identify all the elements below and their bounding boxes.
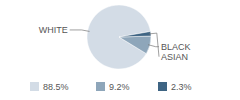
chart: WHITE BLACKASIAN 88.5% 9.2% 2.3% <box>0 0 240 100</box>
slice-label: BLACK <box>161 42 191 52</box>
legend-swatch <box>158 82 167 91</box>
legend-label: 2.3% <box>171 82 192 92</box>
legend-swatch <box>96 82 105 91</box>
legend-label: 88.5% <box>43 82 69 92</box>
pie <box>87 5 151 69</box>
slice <box>87 5 151 69</box>
slice-label: ASIAN <box>161 52 188 62</box>
slice-label: WHITE <box>39 25 68 35</box>
leader-line <box>148 45 159 47</box>
legend-label: 9.2% <box>109 82 130 92</box>
leader-line <box>149 33 159 57</box>
slice <box>119 36 151 54</box>
legend-swatch <box>30 82 39 91</box>
slice <box>119 31 151 37</box>
legend: 88.5% 9.2% 2.3% <box>30 82 192 92</box>
leader-line <box>70 30 90 31</box>
